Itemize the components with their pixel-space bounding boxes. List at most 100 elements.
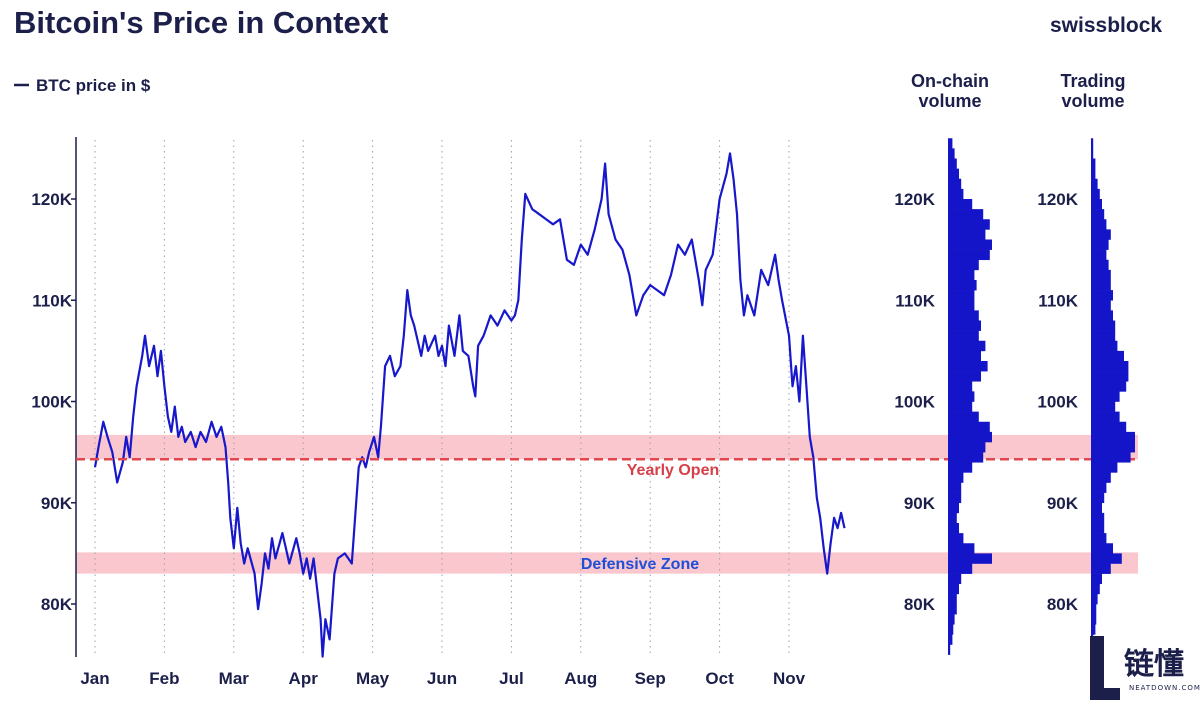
trading-y-tick-0: 80K [1047,595,1079,614]
month-gridlines: Jan Feb Mar Apr May Jun Jul Aug Sep Oct Nov [80,140,806,688]
chart-title: Bitcoin's Price in Context [14,5,388,40]
volume-profiles: 80K 90K 100K 110K 120K 80K 90K 100K 110K 120K [894,138,1135,655]
trading-volume-bar [1091,178,1098,190]
on-chain-y-tick-0: 80K [904,595,936,614]
watermark-glyphs: 链懂 [1124,647,1184,682]
trading-panel-header: Trading volume [1060,71,1125,111]
on-chain-volume-bar [948,340,986,352]
trading-volume-bar [1091,391,1120,402]
on-chain-y-tick-4: 120K [894,190,935,209]
trading-title-line2: volume [1061,91,1124,111]
trading-volume-bar [1091,330,1116,342]
x-tick-jul: Jul [499,669,524,688]
trading-y-tick-1: 90K [1047,494,1079,513]
on-chain-y-tick-3: 110K [895,291,935,310]
trading-volume-bar [1091,280,1111,291]
trading-volume-bar [1091,533,1107,544]
trading-volume-bar [1091,229,1111,240]
trading-volume-bar [1091,269,1111,281]
on-chain-volume-bar [948,543,975,554]
x-tick-mar: Mar [219,669,250,688]
on-chain-volume-bar [948,371,981,382]
on-chain-volume-bar [948,148,955,159]
on-chain-volume-bar [948,391,975,402]
trading-y-tick-3: 110K [1038,291,1078,310]
trading-volume-bar [1091,431,1135,443]
on-chain-volume-bar [948,300,975,311]
trading-volume-bar [1091,543,1113,554]
on-chain-y-tick-2: 100K [894,393,935,412]
on-chain-volume-bar [948,381,973,392]
trading-volume-bar [1091,462,1118,473]
on-chain-volume-bar [948,604,957,615]
x-tick-jun: Jun [427,669,457,688]
on-chain-volume-bar [948,158,957,169]
trading-volume-bar [1091,249,1107,261]
trading-volume-bar [1091,553,1122,564]
trading-y-tick-2: 100K [1037,393,1078,412]
yearly-open-label: Yearly Open [627,462,720,479]
trading-volume-bar [1091,593,1098,605]
on-chain-volume-bar [948,553,992,564]
trading-y-tick-4: 120K [1037,190,1078,209]
on-chain-volume-bar [948,482,962,493]
on-chain-volume-bar [948,624,954,635]
trading-volume-bar [1091,239,1109,250]
trading-volume-bar [1091,583,1100,595]
brand-logo: swissblock [1050,14,1162,37]
trading-volume-bar [1091,209,1105,220]
trading-volume-bar [1091,442,1135,453]
x-tick-apr: Apr [289,669,319,688]
trading-volume-bar [1091,290,1113,301]
trading-volume-bar [1091,300,1111,311]
on-chain-volume-bar [948,492,962,504]
on-chain-volume-bar [948,310,979,321]
trading-volume-bar [1091,340,1118,352]
on-chain-volume-bar [948,320,981,331]
watermark-caption: NEATDOWN.COM [1129,684,1200,692]
x-tick-nov: Nov [773,669,806,688]
on-chain-volume-bar [948,411,979,423]
trading-volume-bar [1091,401,1116,412]
on-chain-volume-bar [948,219,990,230]
trading-volume-bar [1091,310,1113,321]
trading-volume-bar [1091,614,1097,625]
on-chain-volume-bar [948,573,962,585]
trading-volume-bar [1091,624,1096,635]
trading-volume-bar [1091,371,1129,382]
legend-label: BTC price in $ [36,76,151,95]
on-chain-volume-bar [948,188,964,200]
x-tick-may: May [356,669,390,688]
x-tick-aug: Aug [564,669,597,688]
on-chain-title-line1: On-chain [911,71,989,91]
on-chain-volume-bar [948,229,986,240]
trading-volume-bar [1091,421,1127,433]
trading-volume-bar [1091,523,1105,534]
trading-volume-bar [1091,452,1131,463]
on-chain-volume-bar [948,614,955,625]
on-chain-volume-bar [948,421,990,433]
price-series [93,152,846,658]
on-chain-volume-bar [948,138,953,149]
y-tick-label-2: 100K [31,393,72,412]
trading-volume-bar [1091,492,1105,504]
trading-volume-bar [1091,138,1094,149]
on-chain-volume-bar [948,634,953,645]
trading-volume-bar [1091,512,1105,524]
on-chain-volume-bar [948,442,986,453]
trading-volume-bar [1091,411,1120,423]
on-chain-volume-bar [948,583,959,595]
trading-title-line1: Trading [1060,71,1125,91]
on-chain-volume-bar [948,523,959,534]
trading-volume-bar [1091,168,1096,180]
on-chain-volume-bar [948,472,964,483]
trading-volume-bar [1091,361,1129,372]
trading-volume-bar [1091,482,1107,493]
x-tick-feb: Feb [149,669,179,688]
btc-price-line [93,152,846,658]
on-chain-volume-bar [948,644,951,655]
x-tick-oct: Oct [705,669,734,688]
on-chain-volume-bar [948,249,990,261]
on-chain-volume-bar [948,209,984,220]
